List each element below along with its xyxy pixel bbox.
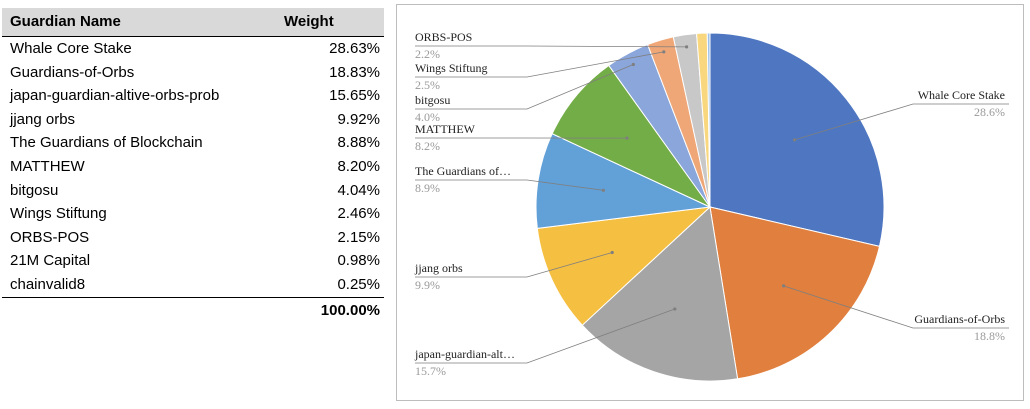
slice-label: japan-guardian-alt… bbox=[414, 347, 515, 361]
table-row: Whale Core Stake 28.63% bbox=[2, 37, 384, 61]
pie-slice-jjang-orbs bbox=[536, 206, 712, 326]
guardian-name-cell: The Guardians of Blockchain bbox=[10, 134, 203, 152]
table-row: bitgosu 4.04% bbox=[2, 179, 384, 203]
table-body: Whale Core Stake 28.63% Guardians-of-Orbs 1… bbox=[2, 37, 384, 298]
weight-cell: 15.65% bbox=[329, 87, 380, 105]
table-row: The Guardians of Blockchain 8.88% bbox=[2, 131, 384, 155]
leader-line bbox=[415, 179, 604, 191]
leader-line bbox=[415, 51, 664, 78]
weight-cell: 2.46% bbox=[337, 205, 380, 223]
slice-label: The Guardians of… bbox=[415, 164, 511, 178]
table-header: Guardian Name Weight bbox=[2, 8, 384, 37]
slice-label: Whale Core Stake bbox=[918, 88, 1005, 102]
pie-slice-chainvalid8 bbox=[706, 32, 711, 208]
guardian-name-cell: Wings Stiftung bbox=[10, 205, 107, 223]
weight-cell: 28.63% bbox=[329, 40, 380, 57]
guardian-name-cell: ORBS-POS bbox=[10, 228, 90, 246]
weight-cell: 0.98% bbox=[337, 252, 380, 270]
leader-dot bbox=[631, 62, 635, 67]
pie-chart: Whale Core Stake 28.6% Guardians-of-Orbs 18… bbox=[414, 30, 1009, 382]
slice-percent: 9.9% bbox=[415, 278, 440, 292]
pie-slice-japan-guardian-altive-orbs-prob bbox=[581, 205, 739, 382]
slice-label: bitgosu bbox=[415, 93, 450, 107]
guardian-name-cell: MATTHEW bbox=[10, 157, 85, 175]
pie-slice-whale-core-stake bbox=[709, 32, 885, 247]
slice-percent: 8.2% bbox=[415, 139, 440, 153]
slice-percent: 28.6% bbox=[974, 105, 1005, 119]
guardian-name-cell: chainvalid8 bbox=[10, 275, 86, 293]
table-row: MATTHEW 8.20% bbox=[2, 155, 384, 179]
slice-percent: 18.8% bbox=[974, 329, 1005, 343]
leader-dot bbox=[792, 138, 797, 142]
slice-percent: 2.2% bbox=[415, 47, 440, 61]
table-row: ORBS-POS 2.15% bbox=[2, 226, 384, 250]
guardian-name-cell: bitgosu bbox=[10, 181, 59, 199]
slice-label: jjang orbs bbox=[414, 261, 463, 275]
leader-dot bbox=[610, 250, 614, 255]
guardian-name-cell: jjang orbs bbox=[10, 110, 76, 128]
pie-slice-matthew bbox=[551, 64, 712, 209]
weight-cell: 8.88% bbox=[337, 134, 380, 152]
guardian-name-cell: Guardians-of-Orbs bbox=[10, 63, 135, 81]
leader-line bbox=[415, 252, 613, 278]
leader-line bbox=[415, 64, 634, 110]
leader-dot bbox=[662, 50, 666, 54]
weight-cell: 2.15% bbox=[337, 228, 380, 246]
weight-cell: 8.20% bbox=[337, 157, 380, 175]
pie-slice-guardians-of-orbs bbox=[709, 206, 881, 380]
slice-label: Guardians-of-Orbs bbox=[914, 312, 1005, 326]
weight-cell: 0.25% bbox=[337, 275, 380, 293]
slice-label: MATTHEW bbox=[415, 122, 476, 136]
leader-dot bbox=[601, 188, 605, 192]
table-row: japan-guardian-altive-orbs-prob 15.65% bbox=[2, 84, 384, 108]
leader-line bbox=[415, 308, 675, 364]
slice-label: Wings Stiftung bbox=[415, 61, 488, 75]
leader-line bbox=[794, 103, 1009, 141]
weight-cell: 9.92% bbox=[337, 110, 380, 128]
leader-dot bbox=[673, 307, 677, 311]
total-weight: 100.00% bbox=[320, 301, 380, 319]
weight-cell: 4.04% bbox=[337, 181, 380, 199]
table-row: jjang orbs 9.92% bbox=[2, 108, 384, 132]
table-row: Wings Stiftung 2.46% bbox=[2, 202, 384, 226]
leader-line bbox=[415, 45, 687, 48]
table-row: chainvalid8 0.25% bbox=[2, 273, 384, 297]
guardian-name-cell: japan-guardian-altive-orbs-prob bbox=[10, 87, 220, 105]
table-row: Guardians-of-Orbs 18.83% bbox=[2, 61, 384, 85]
slice-percent: 2.5% bbox=[415, 78, 440, 92]
header-weight: Weight bbox=[284, 13, 334, 30]
slice-label: ORBS-POS bbox=[415, 30, 472, 44]
slice-percent: 15.7% bbox=[415, 364, 446, 378]
leader-dot bbox=[685, 45, 689, 49]
table-row: 21M Capital 0.98% bbox=[2, 249, 384, 273]
weights-table: Guardian Name Weight Whale Core Stake 28.… bbox=[2, 8, 384, 322]
guardian-name-cell: Whale Core Stake bbox=[10, 40, 132, 57]
leader-dot bbox=[625, 136, 629, 140]
pie-chart-panel: Whale Core Stake 28.6% Guardians-of-Orbs 18… bbox=[396, 4, 1024, 401]
pie-slice-the-guardians-of-blockchain bbox=[535, 133, 712, 229]
leader-line bbox=[783, 285, 1009, 329]
slice-percent: 4.0% bbox=[415, 110, 440, 124]
header-guardian-name: Guardian Name bbox=[10, 13, 121, 30]
leader-dot bbox=[782, 284, 786, 288]
weight-cell: 18.83% bbox=[329, 63, 380, 81]
table-total-row: 100.00% bbox=[2, 298, 384, 322]
slice-percent: 8.9% bbox=[415, 181, 440, 195]
guardian-name-cell: 21M Capital bbox=[10, 252, 91, 270]
